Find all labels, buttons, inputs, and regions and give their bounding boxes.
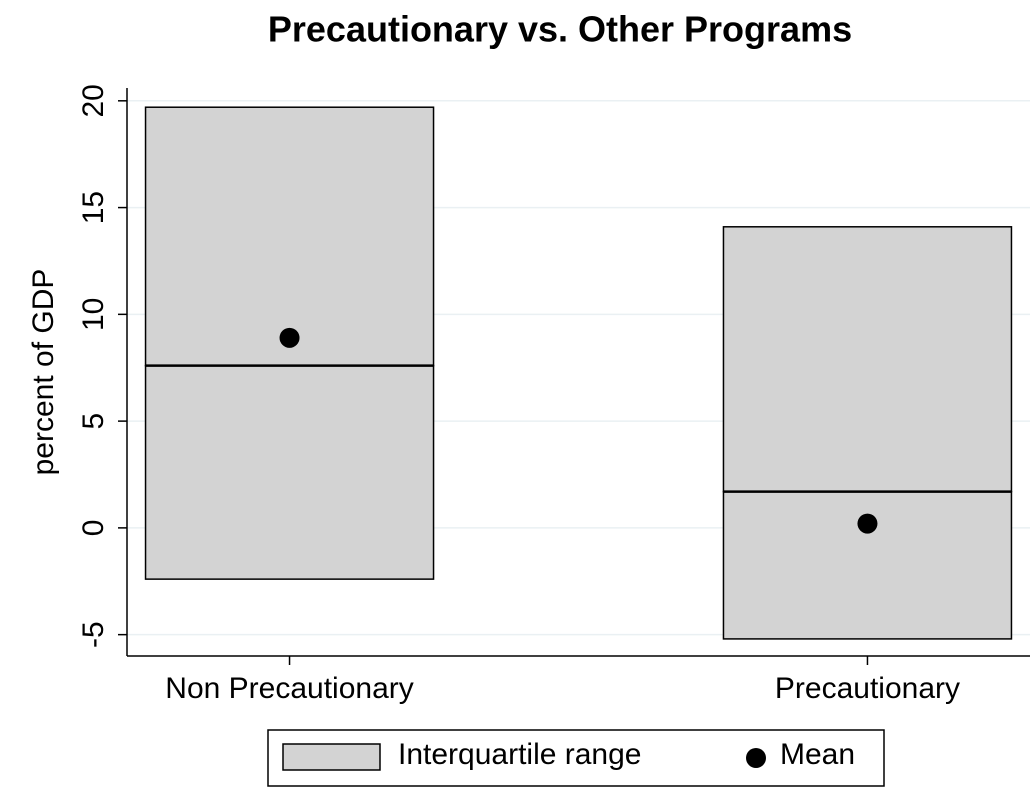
mean-dot xyxy=(857,513,878,534)
y-tick-label: 20 xyxy=(77,84,110,117)
y-tick-label: 0 xyxy=(77,520,110,537)
mean-dot xyxy=(279,327,300,348)
y-tick-label: -5 xyxy=(77,621,110,648)
box-upper xyxy=(144,106,435,367)
y-axis-label: percent of GDP xyxy=(27,269,60,476)
y-tick-label: 10 xyxy=(77,298,110,331)
chart-title: Precautionary vs. Other Programs xyxy=(268,9,852,50)
legend-label: Interquartile range xyxy=(398,738,642,771)
legend-label: Mean xyxy=(780,738,855,771)
x-tick-label: Non Precautionary xyxy=(165,672,413,705)
y-tick-label: 5 xyxy=(77,413,110,430)
box-upper xyxy=(722,226,1013,493)
x-tick-label: Precautionary xyxy=(775,672,960,705)
y-tick-label: 15 xyxy=(77,191,110,224)
legend-dot xyxy=(746,748,766,768)
legend-swatch xyxy=(282,743,381,771)
box-lower xyxy=(144,364,435,580)
